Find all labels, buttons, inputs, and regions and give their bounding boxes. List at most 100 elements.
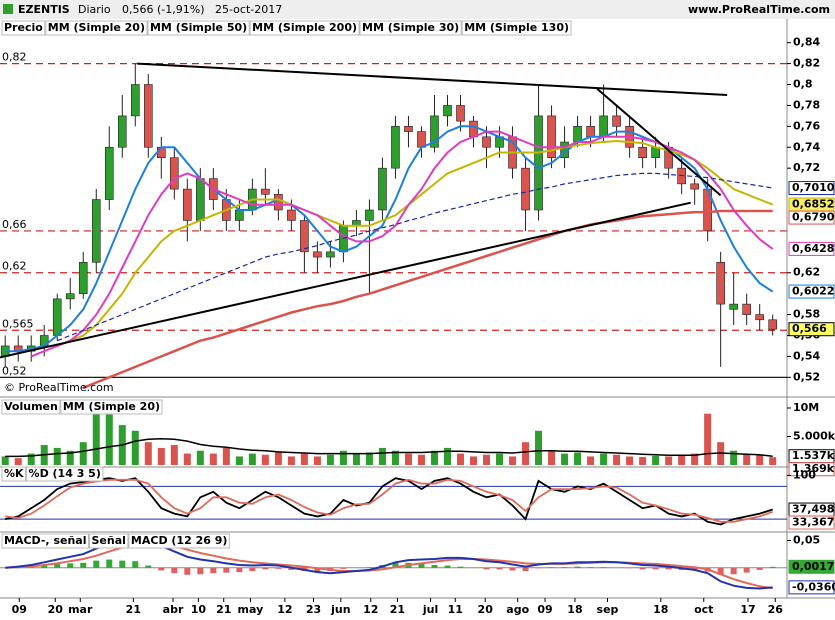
date: 25-oct-2017: [215, 3, 282, 16]
x-tick-label: ago: [506, 603, 529, 616]
legend-entry: MACD (12 26 9): [131, 534, 227, 547]
y-tick-label: 0,72: [793, 161, 820, 174]
volume-bar: [417, 454, 425, 465]
volume-bar: [287, 456, 295, 465]
volume-bar: [378, 447, 386, 465]
volume-bar: [430, 450, 438, 465]
x-tick-label: oct: [694, 603, 713, 616]
candle-body: [768, 319, 777, 330]
candle-body: [599, 115, 608, 138]
volume-bar: [587, 456, 595, 465]
candle-body: [378, 167, 387, 211]
legend-box: [26, 466, 104, 482]
volume-bar: [600, 453, 608, 465]
volume-bar: [1, 456, 9, 465]
y-tick-label: 5.000k: [793, 429, 835, 442]
volume-bar: [183, 453, 191, 465]
legend-entry: MACD-, señal: [4, 534, 86, 547]
value-label-box: [788, 462, 835, 477]
legend-entry: %D (14 3 5): [29, 467, 101, 480]
volume-bar: [743, 453, 751, 465]
level-label: 0,565: [2, 317, 34, 330]
volume-bar: [313, 456, 321, 465]
value-label: 0,7010: [792, 181, 835, 194]
histogram-bar: [509, 567, 516, 571]
volume-bar: [79, 442, 87, 465]
candle-body: [755, 314, 764, 321]
volume-bar: [730, 450, 738, 465]
volume-bar: [196, 450, 204, 465]
y-tick-label: 0,82: [793, 57, 820, 70]
symbol-icon: [3, 4, 13, 14]
candle-body: [313, 251, 322, 258]
x-tick-label: 12: [363, 603, 378, 616]
volume-bar: [14, 458, 22, 465]
x-tick-label: 12: [277, 603, 292, 616]
histogram-bar: [418, 563, 425, 568]
histogram-bar: [548, 567, 555, 568]
volume-bar: [639, 457, 647, 465]
histogram-bar: [210, 567, 217, 574]
volume-bar: [443, 447, 451, 465]
y-tick-label: 0,8: [793, 78, 813, 91]
candle-body: [521, 167, 530, 211]
level-label: 0,66: [2, 218, 27, 231]
header-bar: [0, 0, 835, 19]
volume-bar: [470, 456, 478, 465]
value-label: 0,6852: [792, 198, 834, 211]
value-label: 37,498: [792, 503, 834, 516]
legend-box: [1, 399, 61, 415]
y-tick-label: 0,05: [793, 533, 820, 546]
histogram-bar: [743, 567, 750, 573]
legend-box: [359, 20, 462, 36]
volume-bar: [769, 457, 777, 465]
x-tick-label: 21: [390, 603, 405, 616]
volume-bar: [626, 456, 634, 465]
level-label: 0,52: [2, 364, 27, 377]
legend-entry: MM (Simple 130): [464, 21, 569, 34]
trend-line: [596, 87, 722, 197]
candle-body: [534, 115, 543, 211]
histogram-bar: [496, 567, 503, 570]
legend-entry: Precio: [4, 21, 43, 34]
legend-entry: MM (Simple 30): [362, 21, 459, 34]
x-tick-label: 21: [126, 603, 141, 616]
histogram-bar: [392, 562, 399, 568]
volume-bar: [365, 452, 373, 465]
volume-bar: [691, 453, 699, 465]
y-tick-label: 0,84: [793, 36, 820, 49]
candle-body: [104, 146, 114, 200]
series-line: [56, 172, 773, 342]
copyright: © ProRealTime.com: [4, 381, 114, 394]
histogram-bar: [249, 567, 256, 571]
x-tick-label: 10: [191, 603, 207, 616]
histogram-bar: [158, 567, 165, 571]
histogram-bar: [769, 566, 776, 568]
histogram-bar: [67, 563, 74, 568]
value-label: 0,566: [792, 322, 827, 335]
volume-bar: [704, 413, 712, 465]
volume-bar: [105, 407, 113, 465]
histogram-bar: [444, 565, 451, 568]
volume-bar: [548, 450, 556, 465]
histogram-bar: [665, 567, 672, 570]
volume-bar: [391, 450, 399, 465]
candle-body: [430, 115, 439, 148]
candle-body: [274, 194, 283, 211]
candle-body: [573, 126, 582, 143]
y-tick-label: 0,52: [793, 370, 820, 383]
histogram-bar: [106, 559, 113, 568]
histogram-bar: [587, 567, 594, 568]
series-line: [82, 209, 773, 389]
x-tick-label: jun: [330, 603, 350, 616]
histogram-bar: [41, 565, 48, 568]
volume-bar: [27, 453, 35, 465]
legend-box: [128, 533, 230, 549]
candle-body: [716, 261, 725, 305]
candle-body: [130, 84, 140, 117]
volume-bar: [92, 413, 100, 465]
histogram-bar: [80, 562, 87, 568]
symbol: EZENTIS: [18, 3, 70, 16]
level-label: 0,62: [2, 260, 27, 273]
histogram-bar: [262, 567, 269, 570]
